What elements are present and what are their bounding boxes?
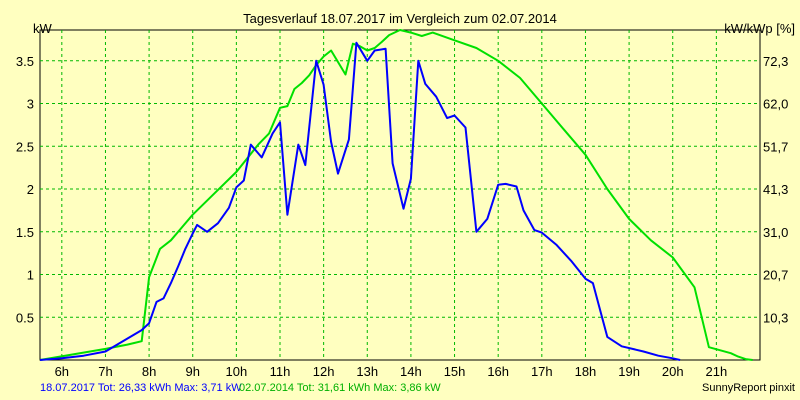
axis-ticks: 6h 7h 8h 9h 10h 11h 12h 13h 14h 15h 16h 17h 18h 19h 20… [16,54,788,379]
x-tick-label: 12h [313,364,335,379]
y-left-tick-label: 3 [27,97,34,112]
series-2017-stats: 18.07.2017 Tot: 26,33 kWh Max: 3,71 kW [40,382,242,394]
series-lines [39,29,753,361]
y-right-tick-label: 62,0 [763,97,788,112]
y-left-tick-label: 1.5 [16,225,34,240]
y-right-tick-label: 31,0 [763,225,788,240]
chart-title: Tagesverlauf 18.07.2017 im Vergleich zum… [243,11,557,26]
y-right-tick-label: 41,3 [763,182,788,197]
x-tick-label: 6h [55,364,69,379]
x-tick-label: 7h [98,364,112,379]
x-tick-label: 14h [400,364,422,379]
x-tick-label: 13h [356,364,378,379]
y-left-tick-label: 1 [27,268,34,283]
y-left-tick-label: 0.5 [16,310,34,325]
x-tick-label: 19h [618,364,640,379]
x-tick-label: 8h [142,364,156,379]
y-right-tick-label: 51,7 [763,139,788,154]
y-left-tick-label: 2.5 [16,139,34,154]
grid-lines [40,30,760,360]
y-right-tick-label: 72,3 [763,54,788,69]
series-line-18-07-2017 [39,41,681,361]
x-tick-label: 21h [706,364,728,379]
brand-label: SunnyReport pinxit [702,382,795,394]
x-tick-label: 20h [662,364,684,379]
x-tick-label: 18h [575,364,597,379]
x-tick-label: 15h [444,364,466,379]
y-left-tick-label: 3.5 [16,54,34,69]
y-axis-left-label: kW [33,21,53,36]
x-tick-label: 11h [270,364,291,379]
y-left-tick-label: 2 [27,182,34,197]
x-tick-label: 17h [531,364,553,379]
y-right-tick-label: 20,7 [763,268,788,283]
x-tick-label: 10h [226,364,248,379]
series-2014-stats: 02.07.2014 Tot: 31,61 kWh Max: 3,86 kW [239,382,441,394]
series-line-02-07-2014 [39,29,753,361]
x-tick-label: 16h [487,364,509,379]
y-axis-right-label: kW/kWp [%] [724,21,795,36]
x-tick-label: 9h [185,364,199,379]
y-right-tick-label: 10,3 [763,310,788,325]
